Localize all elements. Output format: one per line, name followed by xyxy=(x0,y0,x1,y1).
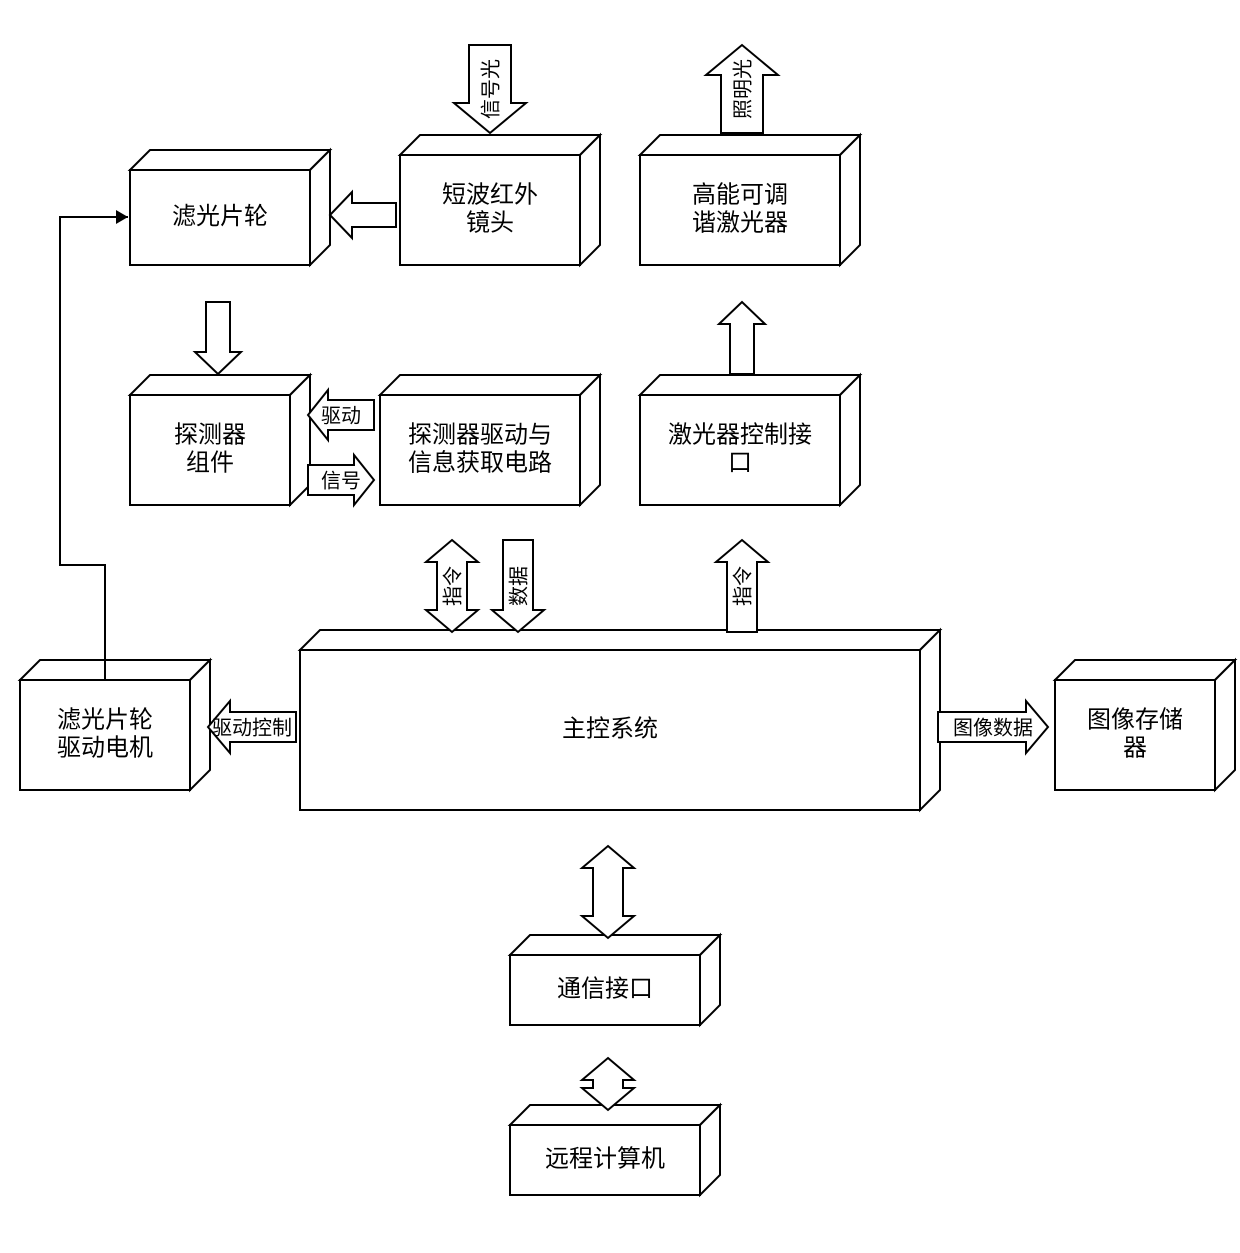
arrow-main_to_imgmem: 图像数据 xyxy=(938,701,1048,753)
arrow-signal_light: 信号光 xyxy=(454,45,526,133)
arrow-label-main_to_laser_cmd: 指令 xyxy=(731,566,754,606)
box-label-detector_assy-0: 探测器 xyxy=(174,421,246,448)
arrow-label-main_to_motor: 驱动控制 xyxy=(212,716,292,739)
box-label-image_mem-0: 图像存储 xyxy=(1087,706,1183,733)
box-label-filter_motor-1: 驱动电机 xyxy=(57,734,153,761)
box-label-swir_lens-1: 镜头 xyxy=(466,209,514,236)
arrow-main_to_drv_cmd: 指令 xyxy=(426,540,478,632)
box-detector_assy: 探测器组件 xyxy=(130,375,310,505)
arrow-comm_to_pc xyxy=(582,1058,634,1110)
box-label-laser_ctrl_if-0: 激光器控制接 xyxy=(668,421,812,448)
box-label-tunable_laser-1: 谐激光器 xyxy=(692,209,788,236)
arrow-label-drv_to_det: 驱动 xyxy=(321,404,361,427)
box-filter_wheel: 滤光片轮 xyxy=(130,150,330,265)
box-main_ctrl: 主控系统 xyxy=(300,630,940,810)
box-label-comm_if-0: 通信接口 xyxy=(557,975,653,1002)
box-label-laser_ctrl_if-1: 口 xyxy=(728,449,752,476)
elbow-arrowhead xyxy=(116,210,128,224)
box-filter_motor: 滤光片轮驱动电机 xyxy=(20,660,210,790)
box-remote_pc: 远程计算机 xyxy=(510,1105,720,1195)
arrow-label-signal_light: 信号光 xyxy=(479,59,502,119)
arrow-label-illum_light: 照明光 xyxy=(731,59,754,119)
box-label-swir_lens-0: 短波红外 xyxy=(442,181,538,208)
arrow-main_to_laser_cmd: 指令 xyxy=(716,540,768,632)
box-label-remote_pc-0: 远程计算机 xyxy=(545,1145,665,1172)
arrow-label-main_to_imgmem: 图像数据 xyxy=(953,716,1033,739)
arrow-drv_to_det: 驱动 xyxy=(308,390,374,440)
box-swir_lens: 短波红外镜头 xyxy=(400,135,600,265)
box-label-filter_motor-0: 滤光片轮 xyxy=(57,706,153,733)
box-label-tunable_laser-0: 高能可调 xyxy=(692,181,788,208)
arrow-drv_to_main_data: 数据 xyxy=(492,540,544,632)
box-label-filter_wheel-0: 滤光片轮 xyxy=(172,203,268,230)
box-laser_ctrl_if: 激光器控制接口 xyxy=(640,375,860,505)
box-label-detector_assy-1: 组件 xyxy=(186,449,234,476)
arrow-label-drv_to_main_data: 数据 xyxy=(507,566,530,606)
arrow-label-main_to_drv_cmd: 指令 xyxy=(441,566,464,606)
box-label-image_mem-1: 器 xyxy=(1123,734,1147,761)
box-tunable_laser: 高能可调谐激光器 xyxy=(640,135,860,265)
arrow-illum_light: 照明光 xyxy=(706,45,778,133)
box-label-detector_drv-0: 探测器驱动与 xyxy=(408,421,552,448)
box-label-main_ctrl-0: 主控系统 xyxy=(562,715,658,742)
arrow-main_to_comm xyxy=(582,846,634,938)
box-label-detector_drv-1: 信息获取电路 xyxy=(408,449,552,476)
box-comm_if: 通信接口 xyxy=(510,935,720,1025)
arrow-label-det_to_drv: 信号 xyxy=(321,469,361,492)
arrow-lens_to_filter xyxy=(330,192,396,238)
arrow-main_to_motor: 驱动控制 xyxy=(208,701,296,753)
arrow-det_to_drv: 信号 xyxy=(308,455,374,505)
arrow-laser_if_up xyxy=(719,302,765,374)
arrow-filter_to_det xyxy=(195,302,241,374)
box-image_mem: 图像存储器 xyxy=(1055,660,1235,790)
box-detector_drv: 探测器驱动与信息获取电路 xyxy=(380,375,600,505)
elbow-connector xyxy=(60,217,128,680)
